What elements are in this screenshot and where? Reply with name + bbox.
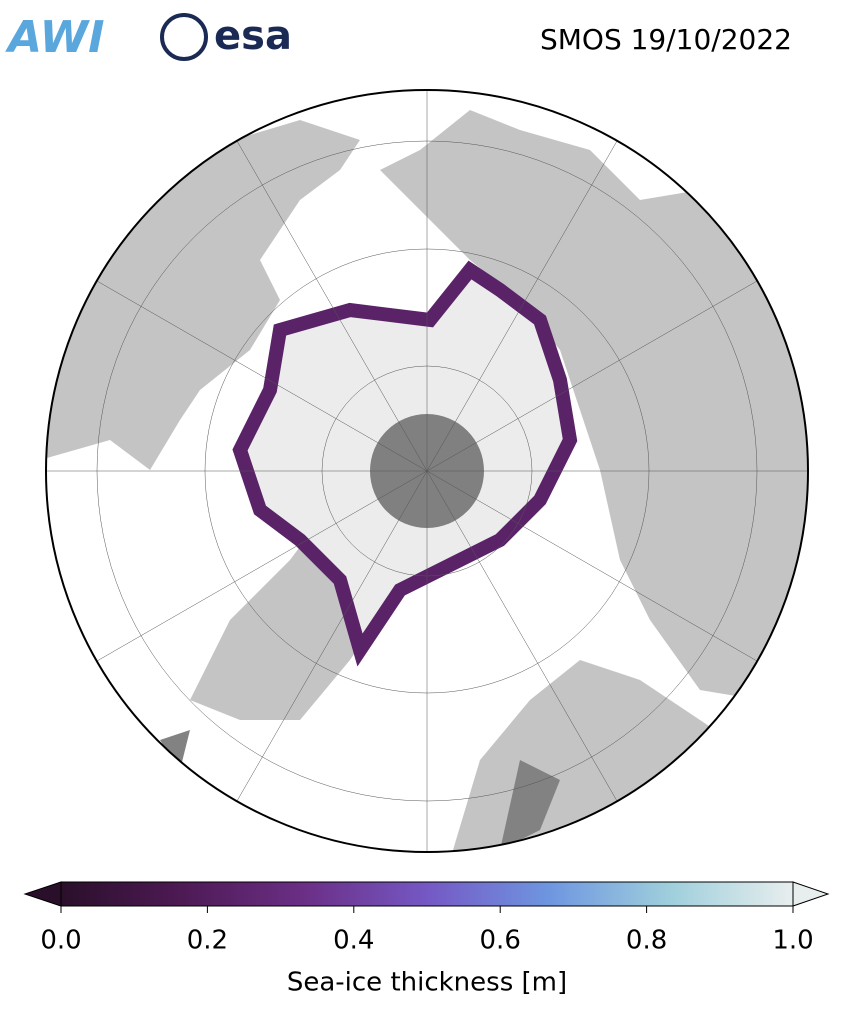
land-canada bbox=[46, 120, 360, 470]
tick-label: 0.4 bbox=[333, 926, 374, 956]
tick-label: 0.6 bbox=[480, 926, 521, 956]
esa-logo-mark bbox=[160, 13, 208, 61]
tick-label: 0.2 bbox=[187, 926, 228, 956]
extend-low bbox=[23, 881, 62, 907]
extend-high bbox=[792, 881, 830, 907]
tick-label: 0.0 bbox=[40, 926, 81, 956]
map-frame bbox=[45, 89, 809, 853]
awi-logo: AWI bbox=[5, 12, 105, 63]
colorbar: 0.0 0.2 0.4 0.6 0.8 1.0 Sea-ice thickness [m] bbox=[23, 881, 830, 998]
land-dark bbox=[160, 730, 560, 850]
map bbox=[46, 90, 808, 852]
tick-label: 0.8 bbox=[626, 926, 667, 956]
graticule bbox=[46, 90, 808, 852]
axis-label: Sea-ice thickness [m] bbox=[287, 968, 567, 998]
tick-label: 1.0 bbox=[772, 926, 813, 956]
esa-logo: esa bbox=[214, 13, 292, 59]
colorbar-body bbox=[60, 881, 794, 907]
title: SMOS 19/10/2022 bbox=[540, 23, 792, 56]
land-siberia bbox=[380, 110, 808, 700]
